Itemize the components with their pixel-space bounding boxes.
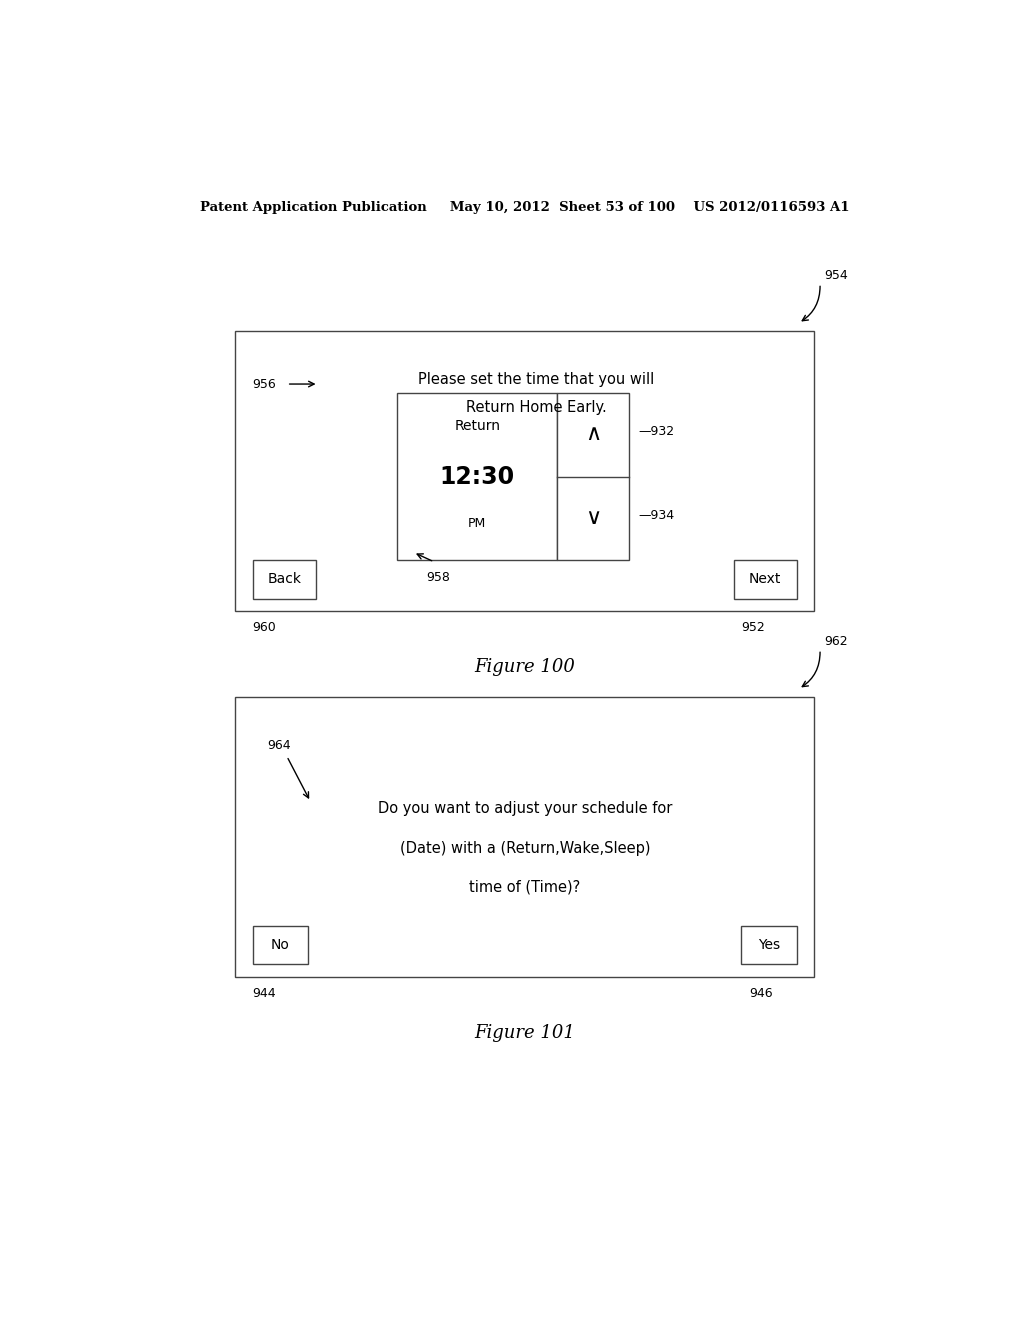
Text: Please set the time that you will: Please set the time that you will xyxy=(418,372,654,388)
Text: 12:30: 12:30 xyxy=(439,465,515,488)
Text: Figure 100: Figure 100 xyxy=(474,657,575,676)
Bar xyxy=(253,560,316,598)
Text: time of (Time)?: time of (Time)? xyxy=(469,879,581,895)
Text: Do you want to adjust your schedule for: Do you want to adjust your schedule for xyxy=(378,801,672,816)
Text: 960: 960 xyxy=(253,620,276,634)
Text: 958: 958 xyxy=(426,570,451,583)
Text: Back: Back xyxy=(267,572,301,586)
Text: 964: 964 xyxy=(267,739,291,752)
Text: 952: 952 xyxy=(741,620,765,634)
Text: ∨: ∨ xyxy=(585,508,601,528)
Bar xyxy=(733,560,797,598)
Bar xyxy=(397,392,557,561)
Text: —932: —932 xyxy=(639,425,675,438)
Text: Return: Return xyxy=(455,420,501,433)
Text: No: No xyxy=(271,939,290,952)
Text: 946: 946 xyxy=(750,987,773,999)
Text: —934: —934 xyxy=(639,510,675,523)
Bar xyxy=(236,331,814,611)
Text: 944: 944 xyxy=(253,987,276,999)
Text: Next: Next xyxy=(750,572,781,586)
Text: 956: 956 xyxy=(253,378,276,391)
Text: (Date) with a (Return,Wake,Sleep): (Date) with a (Return,Wake,Sleep) xyxy=(399,841,650,855)
Text: Patent Application Publication     May 10, 2012  Sheet 53 of 100    US 2012/0116: Patent Application Publication May 10, 2… xyxy=(200,201,850,214)
Text: Figure 101: Figure 101 xyxy=(474,1023,575,1041)
Text: 954: 954 xyxy=(824,269,848,281)
Bar xyxy=(557,392,629,561)
Bar xyxy=(741,925,797,965)
Bar xyxy=(253,925,308,965)
Text: 962: 962 xyxy=(824,635,848,648)
Text: Yes: Yes xyxy=(758,939,780,952)
Text: PM: PM xyxy=(468,517,486,531)
Bar xyxy=(236,697,814,977)
Text: ∧: ∧ xyxy=(585,424,601,444)
Text: Return Home Early.: Return Home Early. xyxy=(466,400,607,414)
